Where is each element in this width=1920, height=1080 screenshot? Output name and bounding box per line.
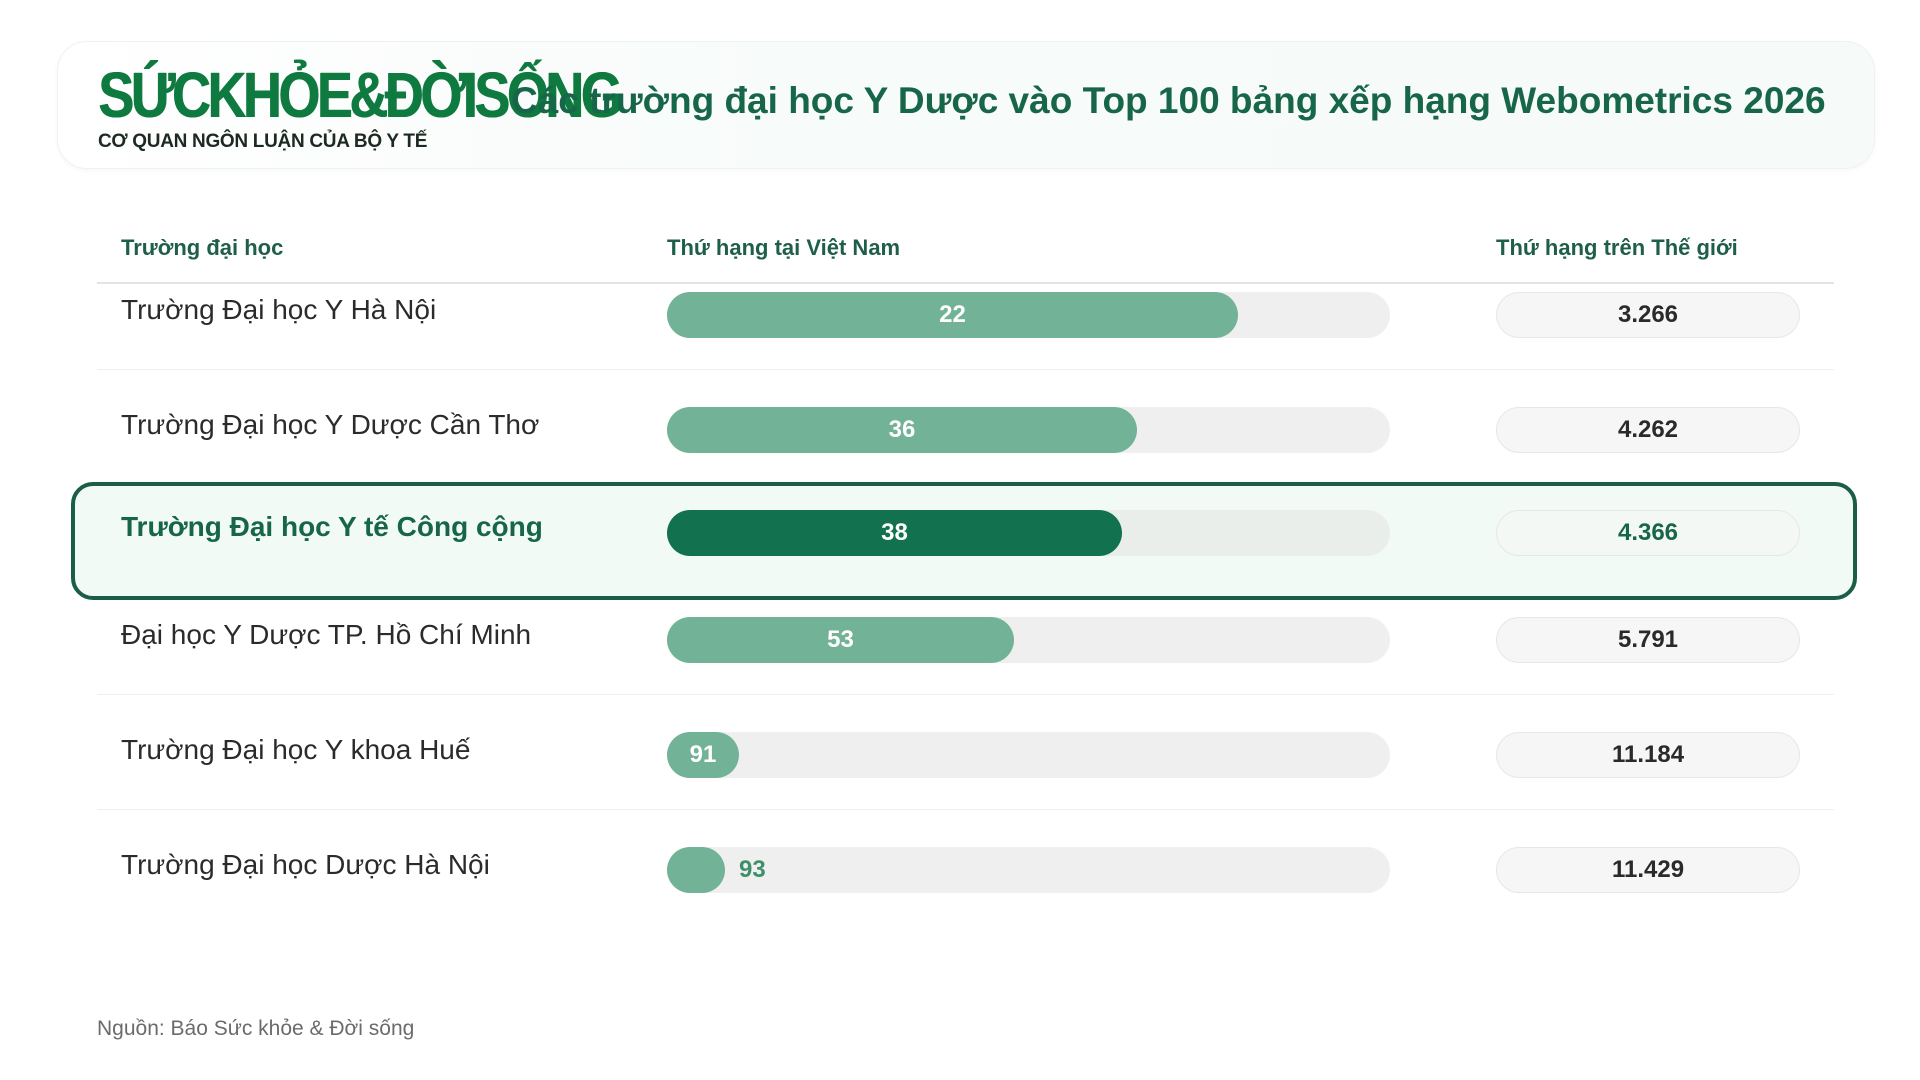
chart-title: Các trường đại học Y Dược vào Top 100 bả… — [511, 80, 1826, 121]
logo-tagline: CƠ QUAN NGÔN LUẬN CỦA BỘ Y TẾ — [98, 131, 428, 152]
row-divider — [97, 694, 1834, 695]
world-rank-value: 5.791 — [1496, 617, 1800, 663]
header-divider — [97, 282, 1834, 284]
school-name: Trường Đại học Y tế Công cộng — [121, 511, 543, 542]
vn-rank-label: 38 — [881, 519, 908, 546]
logo-wordmark: SỨCKHỎE&ĐỜISỐNG — [98, 59, 622, 131]
vn-rank-bar — [667, 292, 1238, 338]
vn-rank-bar — [667, 510, 1122, 556]
world-rank-value: 3.266 — [1496, 292, 1800, 338]
vn-rank-bar — [667, 407, 1137, 453]
ranking-row: Trường Đại học Y khoa Huế 91 11.184 — [97, 712, 1834, 826]
row-divider — [97, 809, 1834, 810]
ranking-row: Đại học Y Dược TP. Hồ Chí Minh 53 5.791 — [97, 597, 1834, 711]
vn-rank-label: 22 — [939, 301, 966, 328]
ranking-row: Trường Đại học Y tế Công cộng 38 4.366 — [97, 484, 1834, 598]
vn-rank-label: 93 — [739, 856, 766, 883]
world-rank-value: 4.366 — [1496, 510, 1800, 556]
vn-rank-label: 36 — [888, 416, 916, 443]
school-name: Đại học Y Dược TP. Hồ Chí Minh — [121, 619, 532, 650]
header-card: SỨCKHỎE&ĐỜISỐNG CƠ QUAN NGÔN LUẬN CỦA BỘ… — [57, 41, 1875, 169]
school-name: Trường Đại học Y Hà Nội — [121, 294, 437, 325]
vn-rank-bar — [667, 732, 739, 778]
brand-logo: SỨCKHỎE&ĐỜISỐNG CƠ QUAN NGÔN LUẬN CỦA BỘ… — [98, 56, 622, 160]
source-note: Nguồn: Báo Sức khỏe & Đời sống — [97, 1017, 415, 1040]
column-header-vn-rank: Thứ hạng tại Việt Nam — [667, 235, 901, 260]
column-header-world-rank: Thứ hạng trên Thế giới — [1496, 235, 1738, 260]
school-name: Trường Đại học Y Dược Cần Thơ — [121, 409, 540, 440]
vn-rank-label: 53 — [827, 626, 854, 653]
row-divider — [97, 369, 1834, 370]
vn-rank-label: 91 — [689, 741, 717, 768]
vn-rank-track: 38 — [667, 510, 1390, 556]
vn-rank-track: 91 — [667, 732, 1390, 778]
column-header-school: Trường đại học — [121, 235, 284, 260]
ranking-row: Trường Đại học Y Hà Nội 22 3.266 — [97, 272, 1834, 386]
ranking-row: Trường Đại học Dược Hà Nội 93 11.429 — [97, 827, 1834, 941]
world-rank-value: 11.184 — [1496, 732, 1800, 778]
vn-rank-track: 36 — [667, 407, 1390, 453]
ranking-row: Trường Đại học Y Dược Cần Thơ 36 4.262 — [97, 387, 1834, 501]
vn-rank-track: 53 — [667, 617, 1390, 663]
school-name: Trường Đại học Dược Hà Nội — [121, 849, 490, 880]
world-rank-value: 4.262 — [1496, 407, 1800, 453]
world-rank-value: 11.429 — [1496, 847, 1800, 893]
school-name: Trường Đại học Y khoa Huế — [121, 734, 471, 765]
vn-rank-track: 93 — [667, 847, 1390, 893]
vn-rank-bar — [667, 617, 1014, 663]
vn-rank-bar — [667, 847, 725, 893]
vn-rank-track: 22 — [667, 292, 1390, 338]
